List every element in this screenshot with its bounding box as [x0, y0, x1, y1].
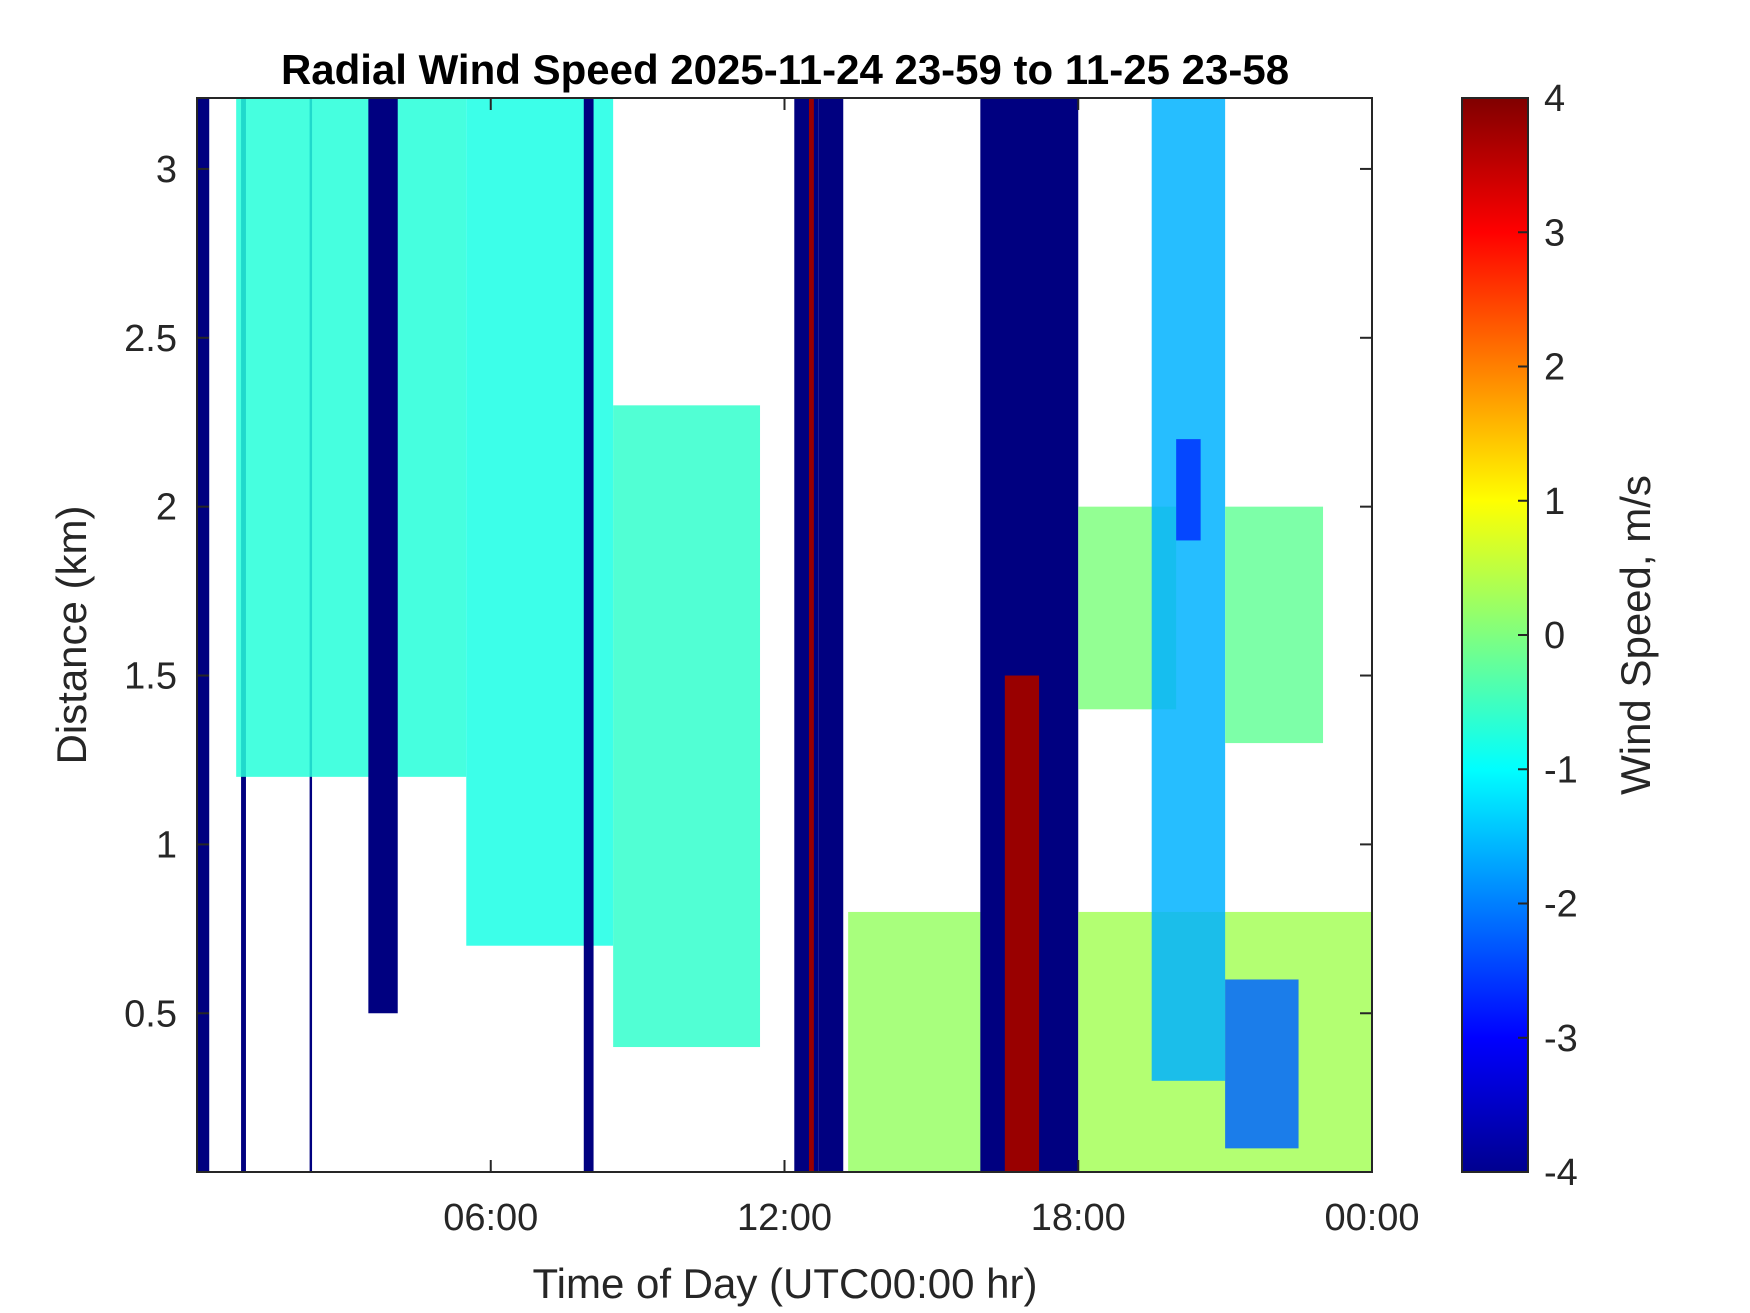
colorbar-tick-label: -3	[1544, 1018, 1578, 1060]
colorbar-tick-label: -4	[1544, 1152, 1578, 1194]
x-tick-label: 06:00	[443, 1197, 538, 1239]
heatmap-region-3	[236, 98, 467, 777]
heatmap-region-19	[1225, 979, 1299, 1149]
y-tick-label: 3	[156, 149, 177, 191]
chart-title: Radial Wind Speed 2025-11-24 23-59 to 11…	[281, 46, 1289, 93]
heatmap-region-10	[808, 98, 814, 1172]
plot-area	[197, 98, 1372, 1172]
colorbar-tick-label: -1	[1544, 749, 1578, 791]
heatmap-region-9	[818, 98, 844, 1172]
heatmap-region-17	[1176, 439, 1201, 541]
colorbar-tick-label: 2	[1544, 347, 1565, 389]
y-tick-label: 0.5	[124, 993, 177, 1035]
y-tick-label: 1	[156, 824, 177, 866]
y-tick-label: 2	[156, 487, 177, 529]
heatmap-region-18	[1225, 506, 1324, 744]
colorbar	[1461, 97, 1529, 1173]
colorbar-label: Wind Speed, m/s	[1612, 475, 1659, 795]
x-tick-label: 00:00	[1324, 1197, 1419, 1239]
y-tick-label: 1.5	[124, 656, 177, 698]
heatmap-region-7	[583, 98, 594, 1172]
heatmap-region-5	[613, 405, 761, 1048]
heatmap-region-0	[197, 98, 210, 1172]
x-tick-label: 18:00	[1031, 1197, 1126, 1239]
x-axis-label: Time of Day (UTC00:00 hr)	[533, 1260, 1038, 1307]
colorbar-tick-label: -2	[1544, 884, 1578, 926]
heatmap-region-13	[1004, 675, 1040, 1172]
heatmap-region-8	[794, 98, 819, 1172]
colorbar-tick-label: 0	[1544, 615, 1565, 657]
colorbar-tick-label: 4	[1544, 78, 1565, 120]
colorbar-tick-label: 1	[1544, 481, 1565, 523]
heatmap-region-16	[1151, 98, 1226, 1081]
heatmap-region-6	[368, 98, 398, 1014]
x-tick-label: 12:00	[737, 1197, 832, 1239]
colorbar-tick-label: 3	[1544, 212, 1565, 254]
y-tick-label: 2.5	[124, 318, 177, 360]
y-axis-label: Distance (km)	[48, 505, 95, 764]
